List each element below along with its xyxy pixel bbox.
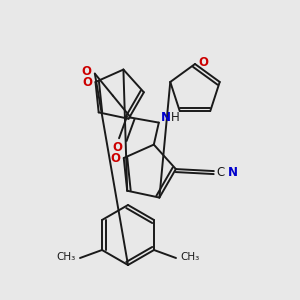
Text: O: O bbox=[113, 141, 123, 154]
Text: N: N bbox=[228, 166, 238, 178]
Text: C: C bbox=[217, 166, 225, 178]
Text: N: N bbox=[161, 111, 171, 124]
Text: H: H bbox=[171, 111, 180, 124]
Text: O: O bbox=[82, 76, 92, 89]
Text: O: O bbox=[111, 152, 121, 164]
Text: O: O bbox=[82, 65, 92, 78]
Text: CH₃: CH₃ bbox=[180, 252, 199, 262]
Text: O: O bbox=[198, 56, 208, 68]
Text: CH₃: CH₃ bbox=[57, 252, 76, 262]
